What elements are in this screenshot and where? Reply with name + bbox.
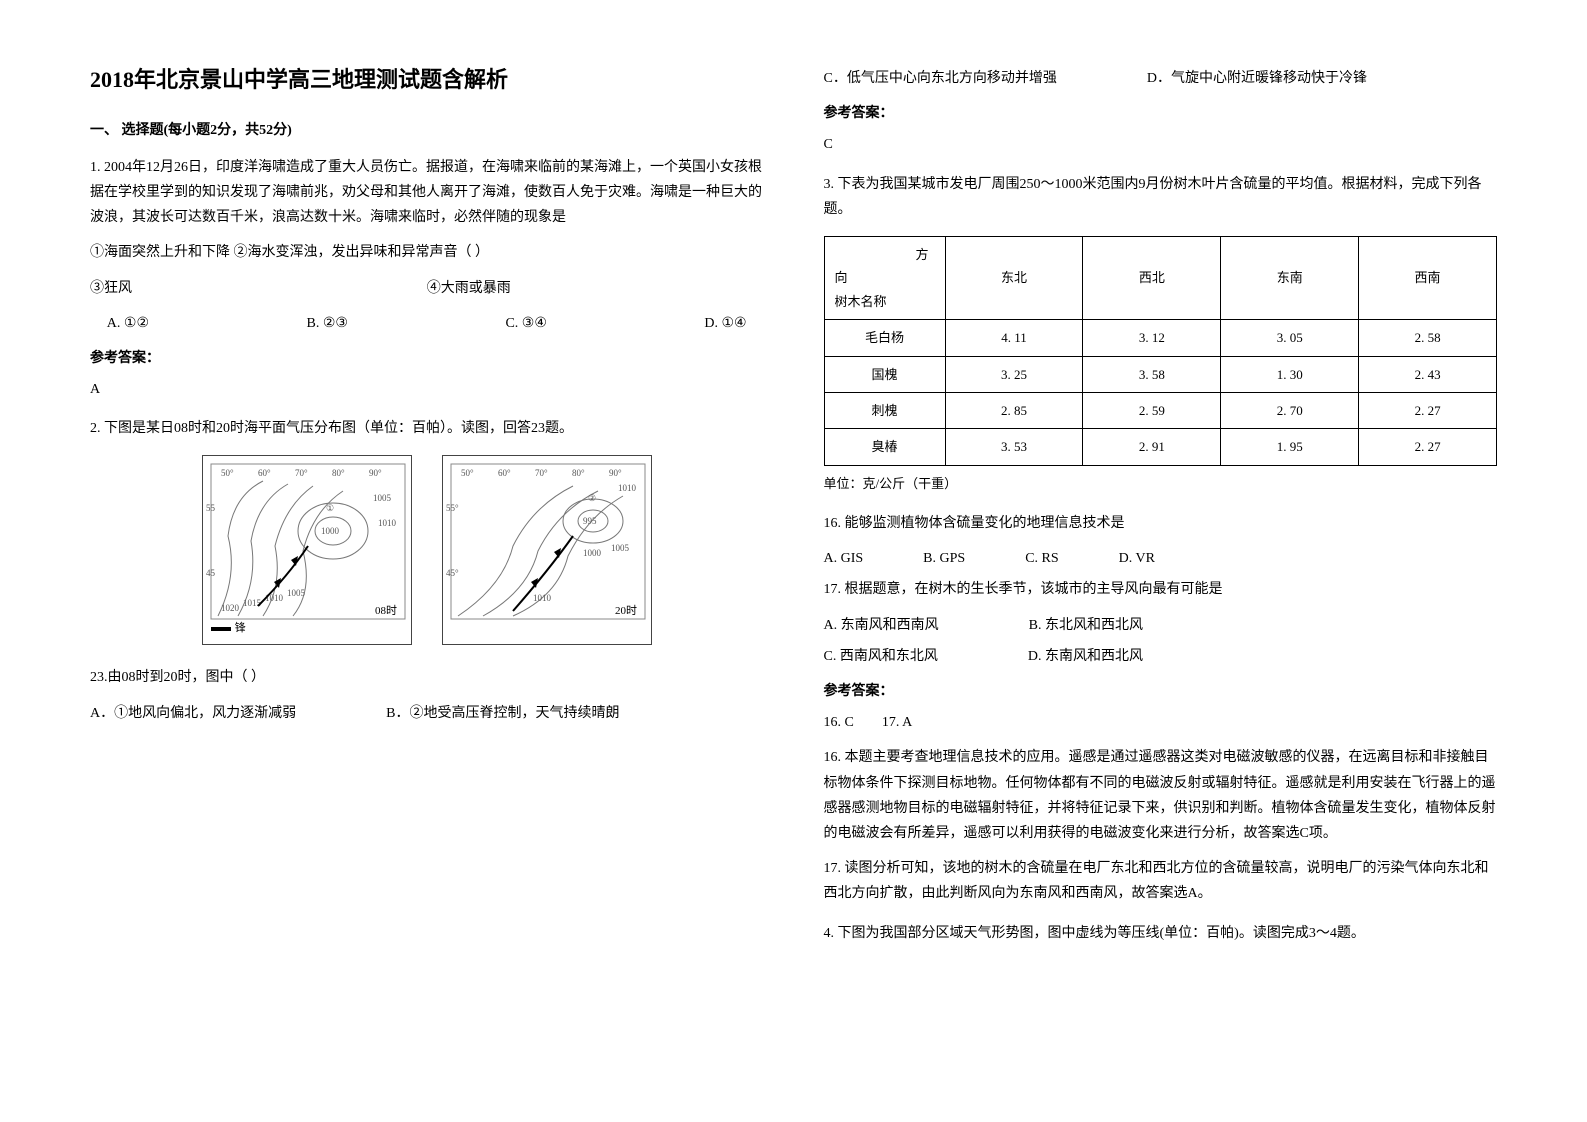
q16-optC: C. RS <box>1025 546 1058 571</box>
q17-optB: B. 东北风和西北风 <box>1029 613 1143 638</box>
table-row: 臭椿 3. 53 2. 91 1. 95 2. 27 <box>824 429 1497 465</box>
svg-text:995: 995 <box>583 516 597 526</box>
lon-tick: 60° <box>258 468 271 478</box>
lon-tick: 70° <box>295 468 308 478</box>
lat-tick: 55 <box>206 503 216 513</box>
q2-optrow1: A．①地风向偏北，风力逐渐减弱 B．②地受高压脊控制，天气持续晴朗 <box>90 701 764 726</box>
q1-item3: ③狂风 <box>90 276 427 301</box>
table-header-row: 方 向 树木名称 东北 西北 东南 西南 <box>824 236 1497 319</box>
question-4: 4. 下图为我国部分区域天气形势图，图中虚线为等压线(单位：百帕)。读图完成3～… <box>824 921 1498 946</box>
col-se: 东南 <box>1221 236 1359 319</box>
q17-optrow1: A. 东南风和西南风 B. 东北风和西北风 <box>824 613 1498 638</box>
svg-text:50°: 50° <box>461 468 474 478</box>
svg-text:1010: 1010 <box>533 593 552 603</box>
q2-optC: C．低气压中心向东北方向移动并增强 <box>824 66 1057 91</box>
q16-optD: D. VR <box>1119 546 1155 571</box>
svg-text:1005: 1005 <box>287 588 306 598</box>
q3-answer-line: 16. C 17. A <box>824 710 1498 735</box>
q2-answer: C <box>824 132 1498 157</box>
lat-tick: 45 <box>206 568 216 578</box>
left-column: 2018年北京景山中学高三地理测试题含解析 一、 选择题(每小题2分，共52分)… <box>90 60 764 1062</box>
table-row: 刺槐 2. 85 2. 59 2. 70 2. 27 <box>824 392 1497 428</box>
q1-items-line: ①海面突然上升和下降 ②海水变浑浊，发出异味和异常声音（ ） <box>90 240 764 265</box>
q16-options: A. GIS B. GPS C. RS D. VR <box>824 546 1498 571</box>
svg-text:60°: 60° <box>498 468 511 478</box>
q16-stem: 16. 能够监测植物体含硫量变化的地理信息技术是 <box>824 511 1498 536</box>
q2-sub-stem: 23.由08时到20时，图中（ ） <box>90 665 764 690</box>
svg-text:70°: 70° <box>535 468 548 478</box>
q2-optrow2: C．低气压中心向东北方向移动并增强 D．气旋中心附近暖锋移动快于冷锋 <box>824 66 1498 91</box>
pressure-charts: 50° 60° 70° 80° 90° 55 45 1020 1015 <box>90 455 764 645</box>
svg-text:20时: 20时 <box>615 604 637 617</box>
svg-text:1020: 1020 <box>221 603 240 613</box>
q17-stem: 17. 根据题意，在树木的生长季节，该城市的主导风向最有可能是 <box>824 577 1498 602</box>
q2-answer-label: 参考答案： <box>824 101 1498 126</box>
q1-optD: D. ①④ <box>704 311 746 336</box>
q4-stem: 4. 下图为我国部分区域天气形势图，图中虚线为等压线(单位：百帕)。读图完成3～… <box>824 921 1498 946</box>
q1-optA: A. ①② <box>107 311 149 336</box>
svg-text:1005: 1005 <box>611 543 630 553</box>
chart-08: 50° 60° 70° 80° 90° 55 45 1020 1015 <box>202 455 412 645</box>
q2-optB: B．②地受高压脊控制，天气持续晴朗 <box>386 701 619 726</box>
svg-text:1010: 1010 <box>618 483 637 493</box>
table-row: 国槐 3. 25 3. 58 1. 30 2. 43 <box>824 356 1497 392</box>
q17-optD: D. 东南风和西北风 <box>1028 644 1143 669</box>
svg-text:①: ① <box>326 503 334 513</box>
q2-optD: D．气旋中心附近暖锋移动快于冷锋 <box>1147 66 1367 91</box>
question-1: 1. 2004年12月26日，印度洋海啸造成了重大人员伤亡。据报道，在海啸来临前… <box>90 155 764 403</box>
chart-20: 50° 60° 70° 80° 90° 55° 45° 1010 1005 10… <box>442 455 652 645</box>
table-row: 毛白杨 4. 11 3. 12 3. 05 2. 58 <box>824 320 1497 356</box>
q3-answer-label: 参考答案： <box>824 679 1498 704</box>
svg-text:1010: 1010 <box>378 518 397 528</box>
svg-text:08时: 08时 <box>375 604 397 617</box>
q16-explanation: 16. 本题主要考查地理信息技术的应用。遥感是通过遥感器这类对电磁波敏感的仪器，… <box>824 745 1498 846</box>
svg-text:80°: 80° <box>572 468 585 478</box>
q1-optC: C. ③④ <box>505 311 546 336</box>
q16-optB: B. GPS <box>923 546 965 571</box>
section-header: 一、 选择题(每小题2分，共52分) <box>90 118 764 143</box>
right-column: C．低气压中心向东北方向移动并增强 D．气旋中心附近暖锋移动快于冷锋 参考答案：… <box>824 60 1498 1062</box>
lon-tick: 50° <box>221 468 234 478</box>
q3-stem: 3. 下表为我国某城市发电厂周围250～1000米范围内9月份树木叶片含硫量的平… <box>824 172 1498 222</box>
svg-text:1000: 1000 <box>583 548 602 558</box>
q2-optA: A．①地风向偏北，风力逐渐减弱 <box>90 701 296 726</box>
svg-text:1000: 1000 <box>321 526 340 536</box>
svg-text:1005: 1005 <box>373 493 392 503</box>
svg-text:55°: 55° <box>446 503 459 513</box>
q1-optB: B. ②③ <box>307 311 348 336</box>
sulfur-table: 方 向 树木名称 东北 西北 东南 西南 毛白杨 4. 11 3. 12 3. … <box>824 236 1498 466</box>
q17-optC: C. 西南风和东北风 <box>824 644 938 669</box>
q1-item4: ④大雨或暴雨 <box>427 276 764 301</box>
svg-text:②: ② <box>588 493 596 503</box>
q17-explanation: 17. 读图分析可知，该地的树木的含硫量在电厂东北和西北方位的含硫量较高，说明电… <box>824 856 1498 906</box>
q1-answer-label: 参考答案： <box>90 346 764 371</box>
q16-optA: A. GIS <box>824 546 864 571</box>
q1-options: A. ①② B. ②③ C. ③④ D. ①④ <box>107 311 747 336</box>
q2-stem: 2. 下图是某日08时和20时海平面气压分布图（单位：百帕）。读图，回答23题。 <box>90 416 764 441</box>
q17-optA: A. 东南风和西南风 <box>824 613 939 638</box>
col-nw: 西北 <box>1083 236 1221 319</box>
svg-text:45°: 45° <box>446 568 459 578</box>
question-2: 2. 下图是某日08时和20时海平面气压分布图（单位：百帕）。读图，回答23题。… <box>90 416 764 726</box>
q1-answer: A <box>90 377 764 402</box>
lon-tick: 80° <box>332 468 345 478</box>
legend-front: 锋 <box>211 619 246 639</box>
col-sw: 西南 <box>1359 236 1497 319</box>
chart-20-svg: 50° 60° 70° 80° 90° 55° 45° 1010 1005 10… <box>443 456 653 646</box>
question-3: 3. 下表为我国某城市发电厂周围250～1000米范围内9月份树木叶片含硫量的平… <box>824 172 1498 907</box>
svg-text:90°: 90° <box>609 468 622 478</box>
page-title: 2018年北京景山中学高三地理测试题含解析 <box>90 60 764 100</box>
col-ne: 东北 <box>945 236 1083 319</box>
q1-stem: 1. 2004年12月26日，印度洋海啸造成了重大人员伤亡。据报道，在海啸来临前… <box>90 155 764 231</box>
q17-optrow2: C. 西南风和东北风 D. 东南风和西北风 <box>824 644 1498 669</box>
lon-tick: 90° <box>369 468 382 478</box>
table-unit-note: 单位：克/公斤（干重） <box>824 472 1498 495</box>
